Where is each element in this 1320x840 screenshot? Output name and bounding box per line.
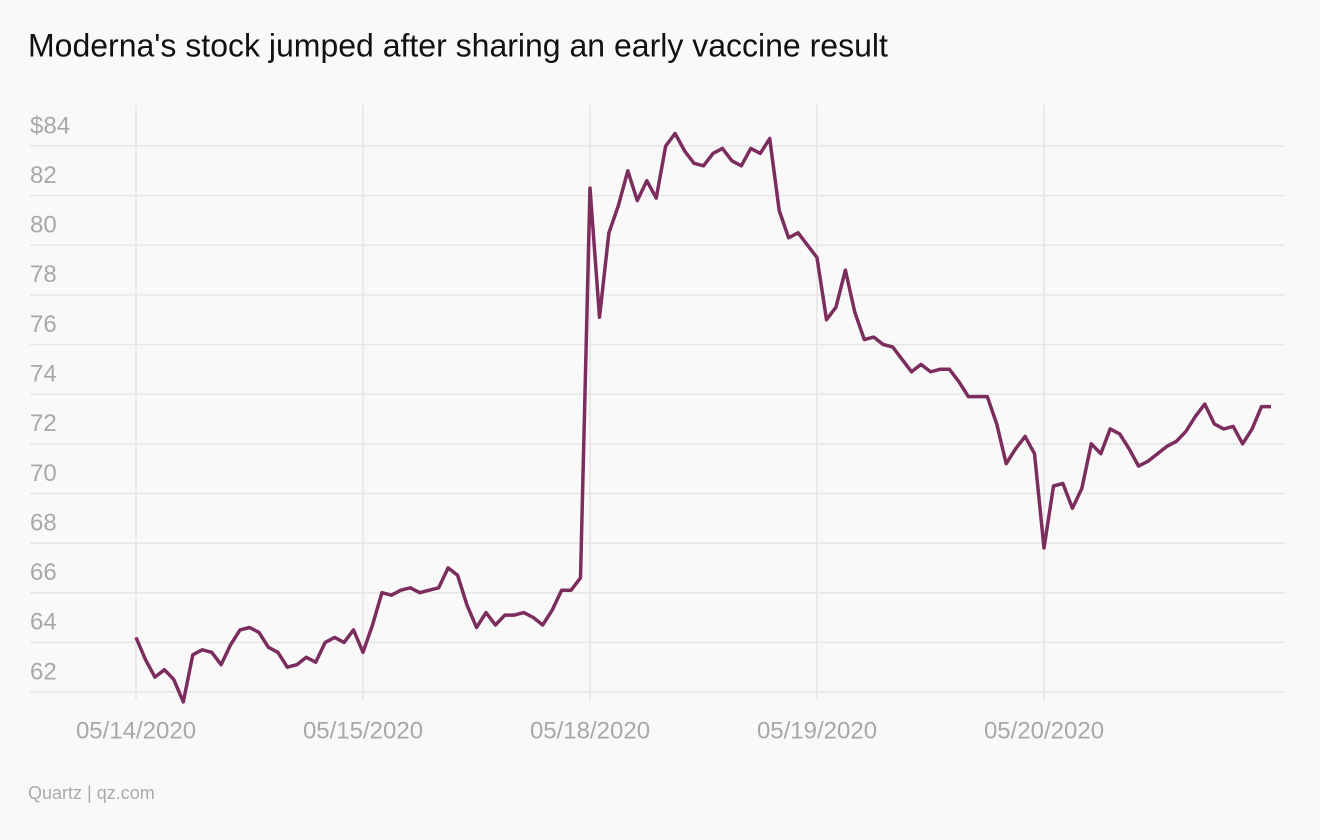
y-tick-label: 80 <box>30 212 57 239</box>
y-tick-label: 76 <box>30 311 57 338</box>
y-tick-label: 66 <box>30 559 57 586</box>
y-tick-label: 78 <box>30 261 57 288</box>
y-tick-label: 72 <box>30 410 57 437</box>
y-tick-label: 82 <box>30 162 57 189</box>
x-tick-label: 05/14/2020 <box>76 717 196 744</box>
y-tick-label: 68 <box>30 509 57 536</box>
x-tick-label: 05/18/2020 <box>530 717 650 744</box>
x-tick-label: 05/20/2020 <box>984 717 1104 744</box>
y-tick-label: $84 <box>30 112 70 139</box>
y-tick-label: 64 <box>30 609 57 636</box>
source: Quartz | qz.com <box>28 783 155 803</box>
y-tick-label: 74 <box>30 361 57 388</box>
y-tick-label: 62 <box>30 658 57 685</box>
y-tick-label: 70 <box>30 460 57 487</box>
x-tick-label: 05/15/2020 <box>303 717 423 744</box>
line <box>134 131 1271 704</box>
x-tick-label: 05/19/2020 <box>757 717 877 744</box>
chart-title: Moderna's stock jumped after sharing an … <box>28 27 888 63</box>
